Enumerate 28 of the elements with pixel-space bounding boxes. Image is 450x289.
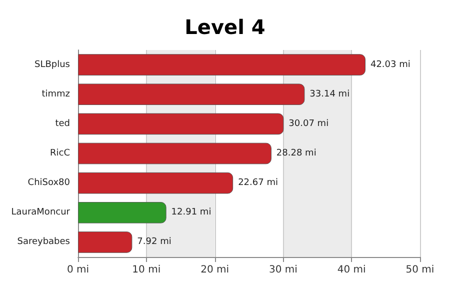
bar [78,113,284,135]
x-tick-label: 30 mi [268,264,298,276]
x-tick-label: 10 mi [132,264,161,276]
x-tick-label: 50 mi [406,264,434,276]
y-tick-label: SLBplus [34,60,70,70]
data-label: 12.91 mi [171,208,212,218]
bar [78,202,166,224]
data-label: 33.14 mi [310,89,350,100]
y-tick-label: ted [55,118,70,129]
data-label: 28.28 mi [276,148,316,158]
data-label: 22.67 mi [238,178,278,188]
y-tick-label: timmz [42,89,70,100]
x-tick-label: 40 mi [337,264,366,276]
y-tick-label: LauraMoncur [11,208,70,218]
data-label: 7.92 mi [137,237,172,248]
y-tick-label: RicC [50,148,70,158]
x-tick-label: 20 mi [200,264,230,276]
x-tick-label: 0 mi [66,264,90,276]
bar [78,84,305,106]
bar [78,232,132,253]
bar [78,142,272,164]
bar [78,54,366,76]
bar [78,172,234,194]
data-label: 30.07 mi [288,118,329,129]
y-tick-label: ChiSox80 [28,178,70,188]
chart-title: Level 4 [184,15,266,39]
data-label: 42.03 mi [370,60,410,70]
y-tick-label: Sareybabes [17,237,70,248]
